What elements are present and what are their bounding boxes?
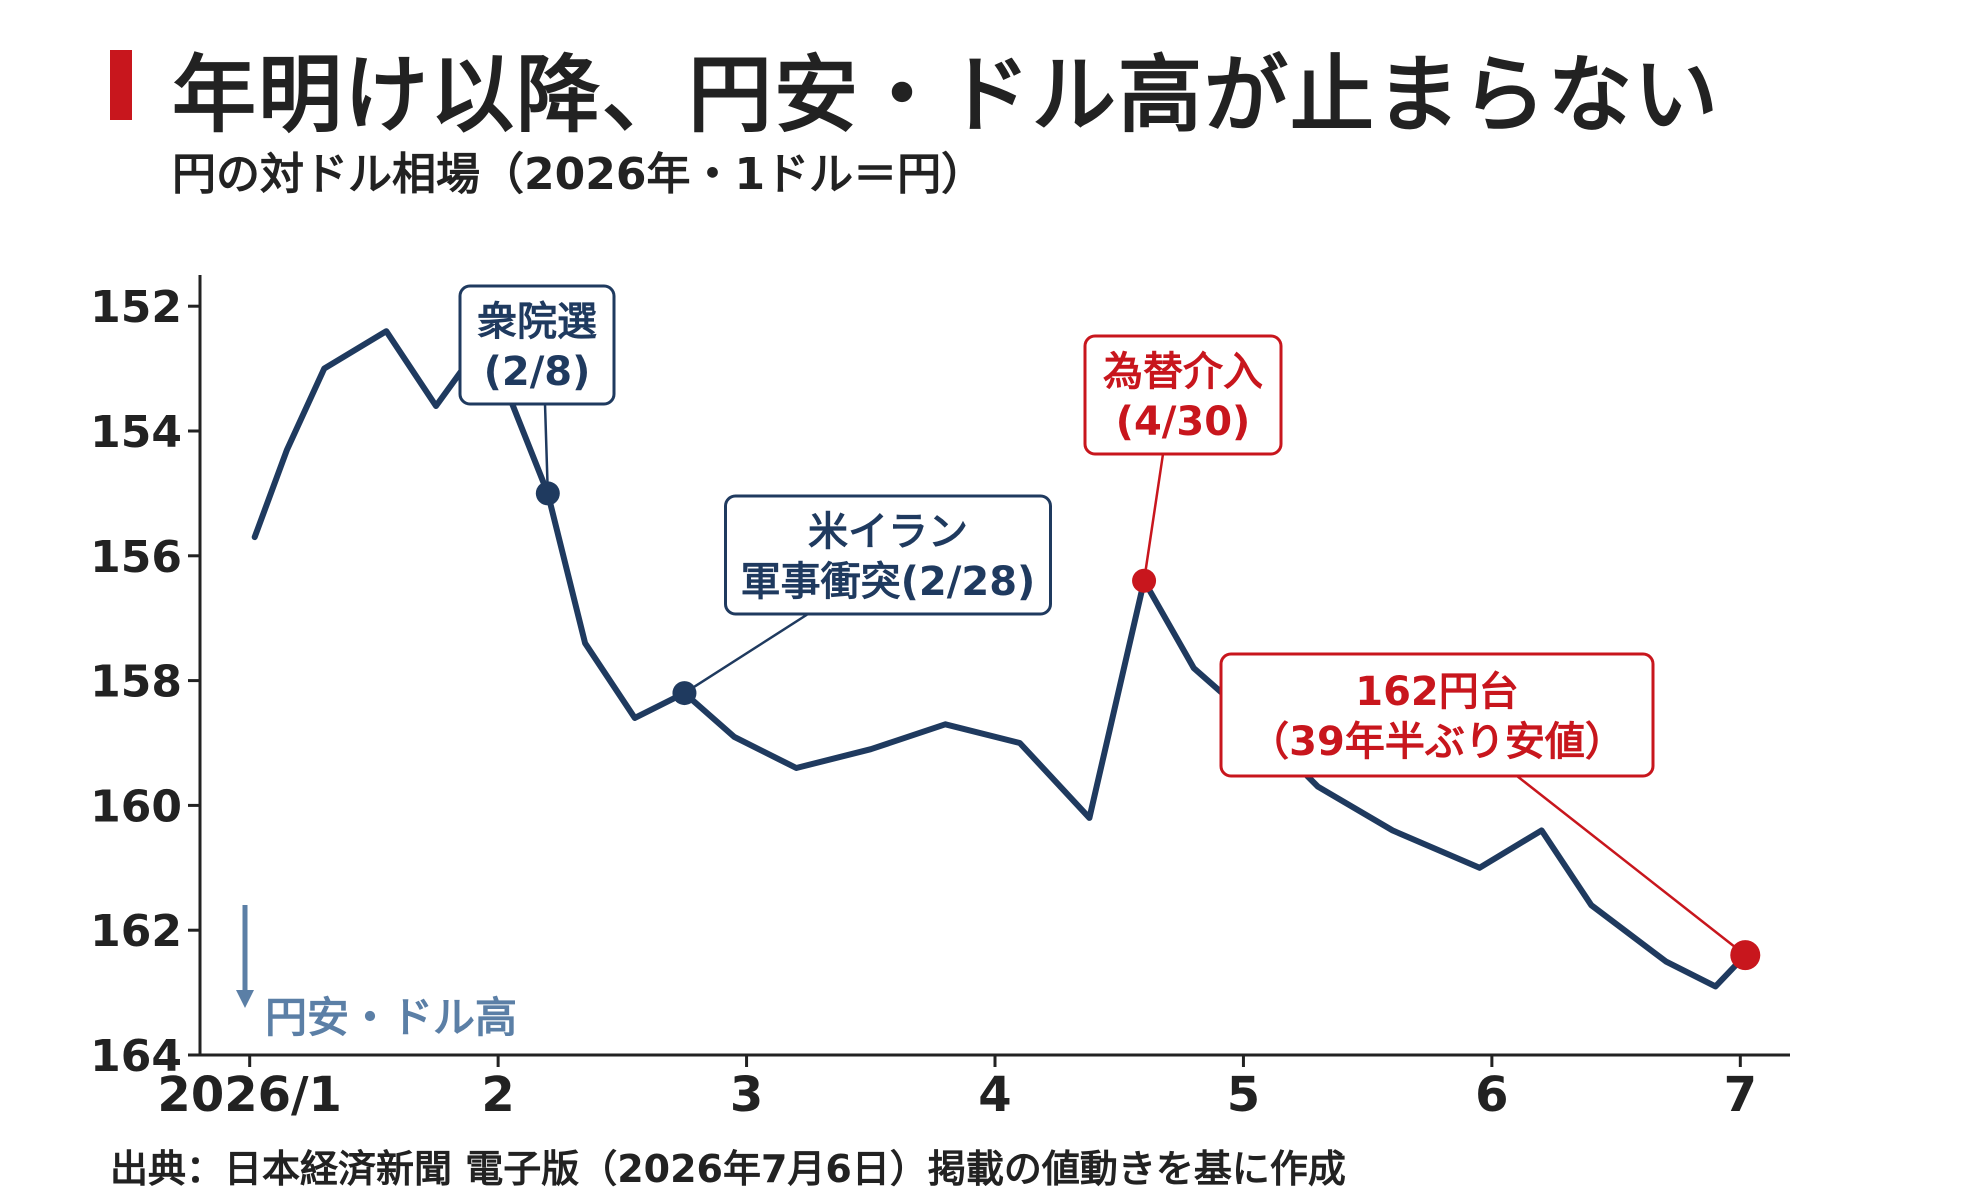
annotation-point bbox=[672, 681, 697, 706]
x-tick-label: 2 bbox=[481, 1067, 514, 1123]
x-tick-label: 4 bbox=[978, 1067, 1011, 1123]
annotation-point bbox=[1132, 568, 1157, 593]
annotation-label: 162円台 bbox=[1355, 669, 1519, 715]
annotation-leader bbox=[1516, 775, 1747, 957]
annotation-label: 衆院選 bbox=[477, 299, 597, 345]
y-tick-label: 156 bbox=[90, 532, 182, 583]
y-tick-label: 160 bbox=[90, 781, 182, 832]
y-tick-label: 162 bbox=[90, 906, 182, 957]
title-accent-bar bbox=[110, 50, 132, 120]
annotation-point bbox=[535, 481, 560, 506]
chart-subtitle: 円の対ドル相場（2026年・1ドル＝円） bbox=[172, 149, 986, 200]
annotation-box bbox=[458, 284, 616, 406]
annotation-leader bbox=[683, 612, 809, 695]
annotation-label: 米イラン bbox=[808, 509, 968, 555]
annotation-label: 為替介入 bbox=[1103, 349, 1263, 395]
source-note: 出典：日本経済新聞 電子版（2026年7月6日）掲載の値動きを基に作成 bbox=[110, 1147, 1346, 1191]
series-line bbox=[251, 328, 1749, 990]
annotation: 162円台（39年半ぶり安値） bbox=[1219, 652, 1761, 971]
series bbox=[251, 328, 1749, 990]
y-tick-label: 152 bbox=[90, 282, 182, 333]
y-tick-label: 154 bbox=[90, 407, 182, 458]
annotation-point bbox=[1730, 940, 1761, 971]
annotation-box bbox=[1219, 652, 1655, 778]
x-tick-label: 5 bbox=[1227, 1067, 1260, 1123]
direction-note: 円安・ドル高 bbox=[236, 905, 517, 1042]
annotation-label: （39年半ぶり安値） bbox=[1249, 719, 1625, 765]
annotation-leader bbox=[543, 403, 550, 494]
annotation-box bbox=[724, 494, 1052, 616]
annotations: 衆院選(2/8)米イラン軍事衝突(2/28)為替介入(4/30)162円台（39… bbox=[458, 284, 1761, 971]
annotation-label: (4/30) bbox=[1116, 399, 1251, 445]
annotation-label: 軍事衝突(2/28) bbox=[741, 559, 1036, 605]
y-tick-label: 164 bbox=[90, 1031, 182, 1082]
x-tick-label: 7 bbox=[1724, 1067, 1757, 1123]
x-tick-label: 2026/1 bbox=[157, 1067, 342, 1123]
annotation: 為替介入(4/30) bbox=[1083, 334, 1283, 593]
chart-title: 年明け以降、円安・ドル高が止まらない bbox=[172, 46, 1721, 144]
y-tick-label: 158 bbox=[90, 657, 182, 708]
annotation-box bbox=[1083, 334, 1283, 456]
direction-arrow-head bbox=[236, 990, 254, 1008]
x-tick-label: 3 bbox=[730, 1067, 763, 1123]
annotation-label: (2/8) bbox=[484, 349, 591, 395]
annotation: 衆院選(2/8) bbox=[458, 284, 616, 506]
annotation-leader bbox=[1142, 453, 1165, 581]
y-ticks: 152 154 156 158 160 162 164 bbox=[90, 282, 200, 1082]
direction-label: 円安・ドル高 bbox=[265, 993, 517, 1042]
x-tick-label: 6 bbox=[1475, 1067, 1508, 1123]
x-ticks: 2026/1 2 3 4 5 6 7 bbox=[157, 1055, 1757, 1123]
